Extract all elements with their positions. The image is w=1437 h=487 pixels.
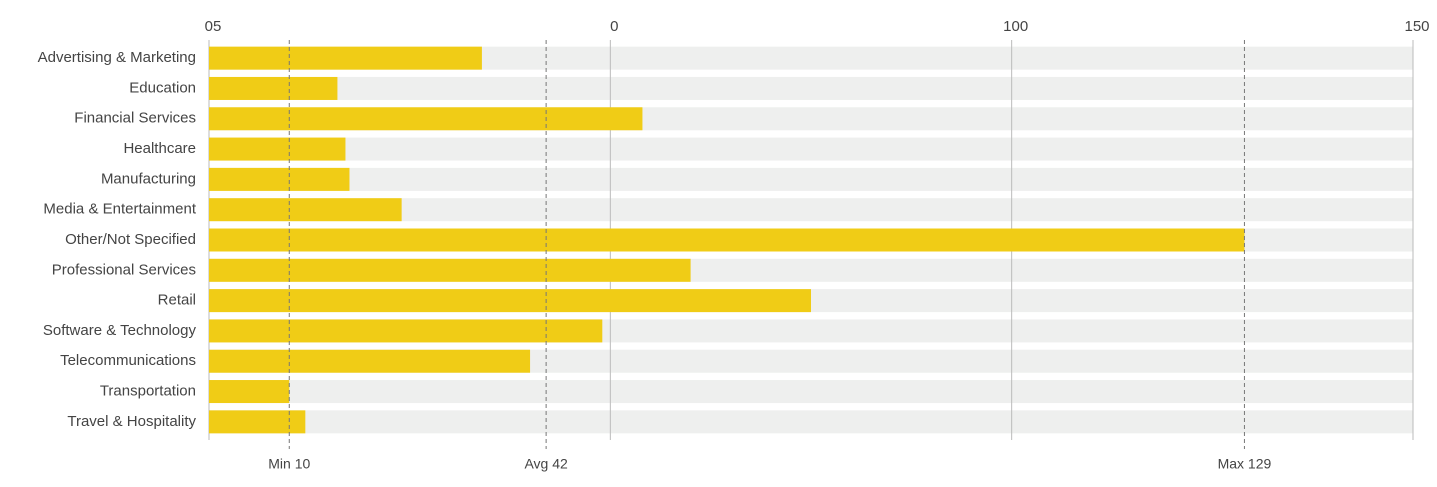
bar-track bbox=[209, 410, 1413, 434]
bar bbox=[209, 107, 643, 131]
bar-track bbox=[209, 198, 1413, 222]
bar bbox=[209, 349, 531, 373]
x-tick-label: 100 bbox=[1003, 18, 1028, 35]
bar bbox=[209, 380, 290, 404]
y-tick-label: Advertising & Marketing bbox=[38, 49, 196, 66]
y-tick-label: Healthcare bbox=[123, 140, 196, 157]
bar-track bbox=[209, 137, 1413, 161]
bar bbox=[209, 228, 1245, 252]
y-tick-label: Media & Entertainment bbox=[43, 201, 196, 218]
x-tick-label: 150 bbox=[1404, 18, 1429, 35]
bar bbox=[209, 167, 350, 191]
reference-label: Max 129 bbox=[1218, 456, 1272, 472]
y-tick-label: Travel & Hospitality bbox=[67, 413, 196, 430]
bar-track bbox=[209, 167, 1413, 191]
y-tick-label: Telecommunications bbox=[60, 352, 196, 369]
bar bbox=[209, 410, 306, 434]
reference-label: Avg 42 bbox=[524, 456, 568, 472]
bar bbox=[209, 76, 338, 100]
bar-track bbox=[209, 76, 1413, 100]
y-tick-label: Financial Services bbox=[74, 110, 196, 127]
bar bbox=[209, 319, 603, 343]
y-tick-label: Software & Technology bbox=[43, 322, 197, 339]
bar bbox=[209, 198, 402, 222]
y-tick-label: Other/Not Specified bbox=[65, 231, 196, 248]
bar bbox=[209, 258, 691, 282]
reference-label: Min 10 bbox=[268, 456, 310, 472]
bar bbox=[209, 137, 346, 161]
y-tick-label: Retail bbox=[158, 292, 196, 309]
bar-track bbox=[209, 380, 1413, 404]
y-tick-label: Manufacturing bbox=[101, 170, 196, 187]
bar bbox=[209, 46, 482, 70]
x-tick-label: 0 bbox=[610, 18, 618, 35]
y-tick-label: Professional Services bbox=[52, 261, 196, 278]
y-tick-label: Education bbox=[129, 79, 196, 96]
x-tick-label: 05 bbox=[205, 18, 222, 35]
bar-track bbox=[209, 46, 1413, 70]
y-tick-label: Transportation bbox=[100, 383, 196, 400]
bar bbox=[209, 289, 811, 313]
